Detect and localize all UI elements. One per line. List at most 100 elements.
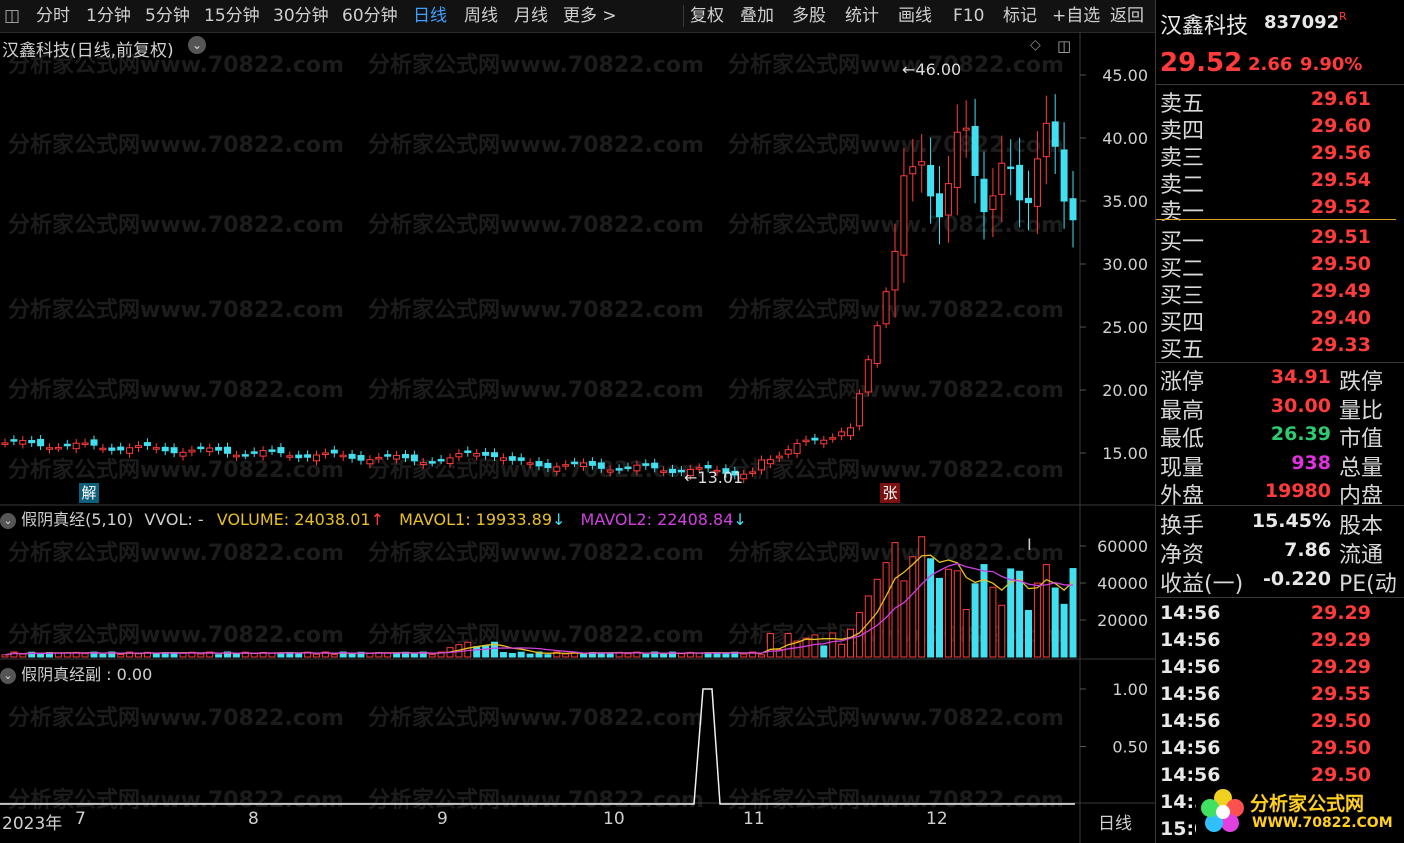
diamond-icon[interactable]: ◇ [1030,37,1041,53]
volume-bar [330,654,338,658]
volume-bar [250,653,258,658]
back-button[interactable]: 返回 [1110,6,1144,26]
volume-bar [491,641,498,658]
candle [918,161,926,166]
candle [419,462,427,465]
stat-value: 19980 [1264,480,1331,502]
bid-price[interactable]: 29.40 [1310,307,1371,329]
tab-5min[interactable]: 5分钟 [145,6,190,26]
ask-price[interactable]: 29.60 [1310,115,1371,137]
stat-label: 最高 [1160,398,1205,424]
tab-60min[interactable]: 60分钟 [342,6,398,26]
tab-more[interactable]: 更多 > [563,6,617,26]
tick-price: 29.50 [1310,737,1371,759]
tab-1min[interactable]: 1分钟 [86,6,131,26]
candle [197,446,205,450]
volume-bar [722,652,730,658]
adjust-button[interactable]: 复权 [690,6,724,26]
unlock-marker[interactable]: 解 [79,483,99,503]
add-watchlist-button[interactable]: +自选 [1052,6,1101,26]
candle [802,439,810,443]
overlay-button[interactable]: 叠加 [740,6,774,26]
candle [855,393,863,427]
stat-label-2: 市值 [1339,427,1384,452]
panel-toggle-icon[interactable]: ◫ [1057,37,1072,55]
candle [544,462,552,469]
watermark-text: 分析家公式网www.70822.com [8,705,344,731]
candle [170,447,178,454]
volume-bar [811,634,819,658]
chevron-down-icon[interactable]: ⌄ [188,36,206,54]
volume-bar [749,651,757,658]
ask-price[interactable]: 29.54 [1310,169,1371,191]
bid-price[interactable]: 29.33 [1310,334,1371,356]
candle [1,442,9,445]
last-price: 29.52 [1160,48,1243,78]
candle [900,175,908,256]
mark-button[interactable]: 标记 [1003,6,1037,26]
candle [944,183,952,216]
kline-chart[interactable]: 分析家公式网www.70822.com 分析家公式网www.70822.com 分析… [0,32,1155,843]
chevron-down-icon[interactable]: ⌄ [0,667,16,684]
chevron-down-icon[interactable]: ⌄ [0,512,16,529]
candle [259,450,267,457]
stat-label: 涨停 [1160,370,1205,395]
watermark-text: 分析家公式网www.70822.com [368,622,704,648]
candle [980,178,988,213]
candle [393,454,401,460]
multi-stock-button[interactable]: 多股 [792,6,826,26]
volume-tick-label: 60000 [1097,537,1148,556]
candle [829,437,837,440]
candle [143,442,151,447]
tick-time: 14:56 [1160,656,1221,678]
volume-tick-label: 40000 [1097,574,1148,593]
layout-toggle-icon[interactable]: ◫ [4,6,21,26]
tab-monthly[interactable]: 月线 [514,6,548,26]
ask-price[interactable]: 29.61 [1310,88,1371,110]
tab-intraday[interactable]: 分时 [36,6,70,26]
bid-price[interactable]: 29.49 [1310,280,1371,302]
tick-time: 14:56 [1160,683,1221,705]
ask-price[interactable]: 29.52 [1310,196,1371,218]
tab-15min[interactable]: 15分钟 [204,6,260,26]
candle [766,459,774,465]
candle [571,461,579,465]
sub-tick-label: 0.50 [1112,738,1148,757]
tick-time: 14:5 [1160,791,1208,813]
volume-bar [847,628,854,658]
candle [46,447,53,450]
volume-bar [357,651,365,658]
volume-bar [419,651,427,658]
arrow-down-icon: ↓ [552,510,566,529]
tab-weekly[interactable]: 周线 [464,6,498,26]
bid-price[interactable]: 29.51 [1310,226,1371,248]
x-axis-label: 10 [603,809,625,829]
volume-bar [1007,568,1015,658]
volume-bar [1051,587,1059,658]
stat-label-2: 跌停 [1339,370,1384,395]
candle [615,468,623,471]
candle [1060,149,1068,202]
candle [19,440,27,445]
volume-bar [829,632,837,658]
candle [864,359,872,393]
bid-price[interactable]: 29.50 [1310,253,1371,275]
tab-daily[interactable]: 日线 [413,6,447,26]
ask-price[interactable]: 29.56 [1310,142,1371,164]
volume-bar [562,653,570,658]
candle [117,446,125,451]
volume-bar [482,644,490,658]
draw-button[interactable]: 画线 [898,6,932,26]
watermark-text: 分析家公式网www.70822.com [368,540,704,566]
tab-30min[interactable]: 30分钟 [273,6,329,26]
stat-label: 收益(一) [1160,572,1244,597]
stats-button[interactable]: 统计 [845,6,879,26]
limit-up-marker[interactable]: 张 [880,483,900,503]
candle [651,462,659,469]
volume-bar [241,651,249,658]
arrow-up-icon: ↑ [370,510,385,529]
f10-button[interactable]: F10 [953,6,985,26]
bid-label: 买一 [1160,230,1205,255]
volume-bar [437,651,445,658]
stat-label-2: 量比 [1339,398,1384,424]
